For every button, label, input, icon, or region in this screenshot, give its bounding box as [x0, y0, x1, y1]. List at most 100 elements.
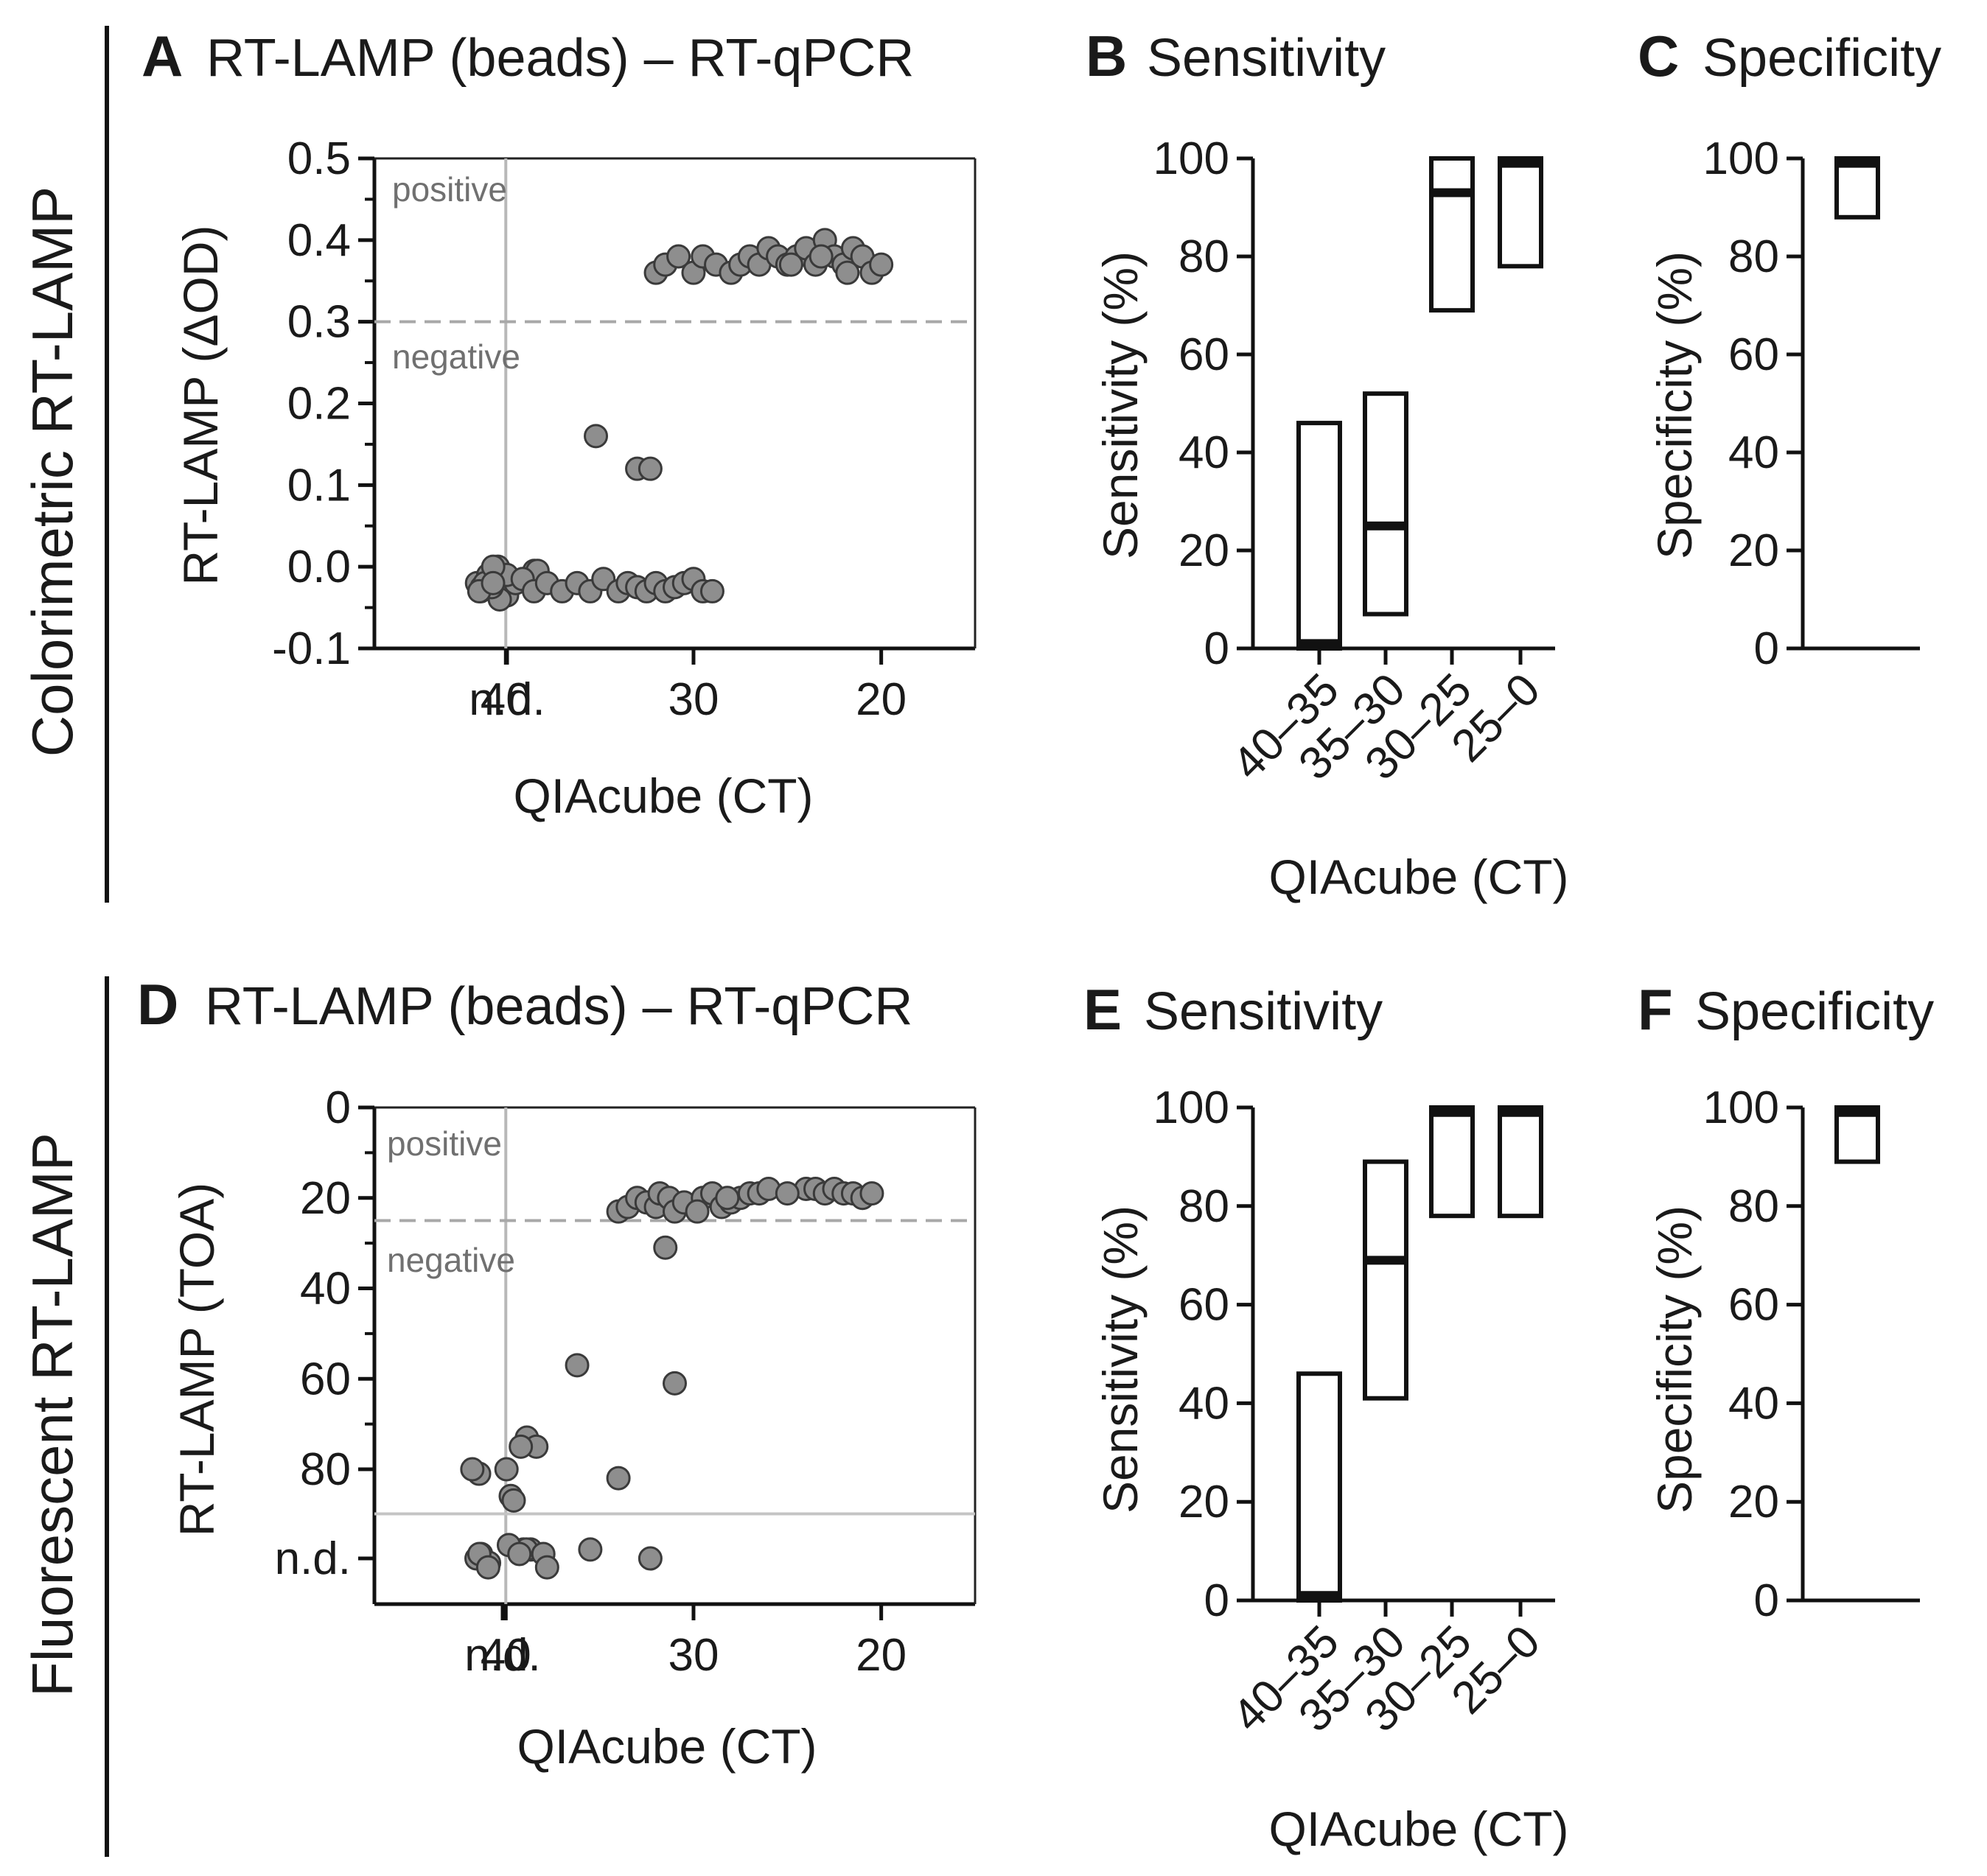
panel-a-title: A RT-LAMP (beads) – RT-qPCR	[142, 24, 914, 88]
panel-c-specificity: 0 20 40 60 80 100	[1703, 133, 1920, 674]
panel-d-xlabel: QIAcube (CT)	[517, 1719, 817, 1774]
svg-text:F: F	[1638, 977, 1673, 1042]
panel-e-ci-bar	[1296, 1371, 1342, 1603]
panel-e-xlabel: QIAcube (CT)	[1268, 1802, 1568, 1856]
panel-b-y-tick-label: 40	[1178, 427, 1229, 478]
panel-b-ci-bar	[1498, 156, 1543, 269]
panel-a-y-tick-label: 0.4	[287, 215, 351, 266]
panel-f-specificity: 0 20 40 60 80 100	[1703, 1082, 1920, 1626]
panel-a-data-point	[666, 244, 691, 269]
panel-f-title: F Specificity	[1638, 977, 1934, 1042]
panel-d-data-point	[565, 1353, 590, 1378]
panel-d-data-point	[859, 1181, 884, 1206]
panel-e-y-tick-label: 80	[1178, 1181, 1229, 1232]
panel-b-ci-bar	[1429, 156, 1475, 313]
panel-b-y-tick-label: 20	[1178, 525, 1229, 576]
panel-f-y-tick-label: 40	[1728, 1378, 1779, 1429]
panel-d-data-point-nd	[460, 1457, 485, 1482]
panel-a-x-tick-label: 30	[668, 674, 719, 725]
panel-a-data-point	[638, 456, 663, 481]
panel-d-data-point	[534, 1555, 559, 1580]
svg-text:E: E	[1083, 977, 1122, 1042]
panel-b-y-tick-label: 80	[1178, 231, 1229, 282]
svg-text:RT-LAMP (beads) – RT-qPCR: RT-LAMP (beads) – RT-qPCR	[205, 977, 912, 1036]
panel-c-ci-bar	[1834, 156, 1880, 220]
panel-d-data-point	[638, 1546, 663, 1571]
panel-f-y-tick-label: 20	[1728, 1477, 1779, 1527]
panel-a-y-tick-label: 0.0	[287, 542, 351, 592]
panel-f-y-tick-label: 0	[1754, 1575, 1779, 1626]
panel-a-scatter: positive negative -0.1 0.0 0.1 0.2 0.3 0.4 0.5 n.…	[272, 133, 977, 725]
panel-e-ci-bar	[1498, 1105, 1543, 1219]
panel-a-y-tick-label: 0.5	[287, 133, 351, 184]
svg-text:Specificity: Specificity	[1695, 982, 1934, 1041]
panel-c-y-tick-label: 20	[1728, 525, 1779, 576]
panel-c-y-tick-label: 100	[1703, 133, 1779, 184]
panel-a-data-point	[778, 252, 803, 277]
panel-d-label-positive: positive	[387, 1124, 502, 1163]
panel-b-ci-bar	[1363, 391, 1408, 617]
svg-text:RT-LAMP (beads) – RT-qPCR: RT-LAMP (beads) – RT-qPCR	[206, 29, 914, 88]
panel-d-x-tick-label: 30	[668, 1630, 719, 1681]
panel-a-data-point	[869, 252, 894, 277]
panel-e-y-tick-label: 20	[1178, 1477, 1229, 1527]
panel-e-ci-bar	[1429, 1105, 1475, 1219]
panel-d-data-point-nd	[494, 1457, 519, 1482]
panel-d-title: D RT-LAMP (beads) – RT-qPCR	[137, 972, 912, 1037]
panel-d-data-point-nd	[475, 1555, 500, 1580]
panel-d-y-tick-label: 40	[300, 1264, 351, 1315]
row-label-colorimetric: Colorimetric RT-LAMP	[20, 186, 85, 757]
svg-text:Sensitivity: Sensitivity	[1147, 29, 1386, 88]
panel-b-xlabel: QIAcube (CT)	[1268, 850, 1568, 904]
svg-text:D: D	[137, 972, 178, 1037]
panel-d-data-point	[653, 1235, 678, 1260]
panel-a-y-tick-label: 0.2	[287, 379, 351, 430]
panel-c-y-tick-label: 0	[1754, 623, 1779, 674]
panel-d-data-point	[509, 1434, 534, 1459]
panel-d-data-point	[685, 1199, 710, 1224]
panel-b-y-tick-label: 0	[1204, 623, 1229, 674]
panel-a-label-negative: negative	[392, 337, 520, 376]
panel-d-data-point	[578, 1537, 603, 1562]
svg-text:Specificity: Specificity	[1703, 29, 1941, 88]
panel-e-y-tick-label: 0	[1204, 1575, 1229, 1626]
panel-d-data-point	[775, 1181, 800, 1206]
panel-f-ci-bar	[1834, 1105, 1880, 1164]
panel-d-data-point-nd	[507, 1541, 532, 1567]
panel-d-data-point-nd	[501, 1488, 526, 1513]
panel-a-data-point	[809, 244, 834, 269]
panel-d-x-tick-label: n.d.	[464, 1630, 540, 1681]
panel-d-x-tick-label: 40	[481, 1630, 531, 1681]
panel-d-y-tick-label: 20	[300, 1173, 351, 1224]
panel-f-y-tick-label: 60	[1728, 1280, 1779, 1331]
panel-a-data-point-nd	[481, 570, 506, 595]
panel-a-y-tick-label: 0.1	[287, 460, 351, 511]
panel-a-data-point	[835, 260, 860, 285]
panel-e-title: E Sensitivity	[1083, 977, 1383, 1042]
svg-text:Sensitivity: Sensitivity	[1144, 982, 1383, 1041]
panel-b-ylabel: Sensitivity (%)	[1093, 251, 1148, 559]
svg-text:B: B	[1086, 24, 1127, 88]
panel-e-ci-bar	[1363, 1159, 1408, 1401]
panel-e-y-tick-label: 100	[1153, 1082, 1229, 1133]
panel-a-x-tick-label: 40	[481, 674, 531, 725]
panel-a-data-point	[584, 424, 609, 449]
panel-d-y-tick-label: 0	[326, 1082, 351, 1133]
panel-c-title: C Specificity	[1638, 24, 1941, 88]
panel-f-y-tick-label: 100	[1703, 1082, 1779, 1133]
panel-b-title: B Sensitivity	[1086, 24, 1386, 88]
row-label-fluorescent: Fluorescent RT-LAMP	[20, 1133, 85, 1697]
panel-d-ylabel: RT-LAMP (TOA)	[170, 1183, 224, 1536]
panel-a-y-tick-label: 0.3	[287, 297, 351, 348]
panel-d-data-point	[606, 1466, 631, 1491]
panel-a-x-tick-label: 20	[856, 674, 907, 725]
panel-a-ylabel: RT-LAMP (ΔOD)	[173, 225, 228, 585]
panel-d-y-tick-label: 60	[300, 1354, 351, 1404]
panel-a-y-tick-label: -0.1	[272, 623, 351, 674]
panel-d-data-point	[663, 1371, 687, 1396]
panel-d-y-tick-label: n.d.	[275, 1533, 351, 1584]
